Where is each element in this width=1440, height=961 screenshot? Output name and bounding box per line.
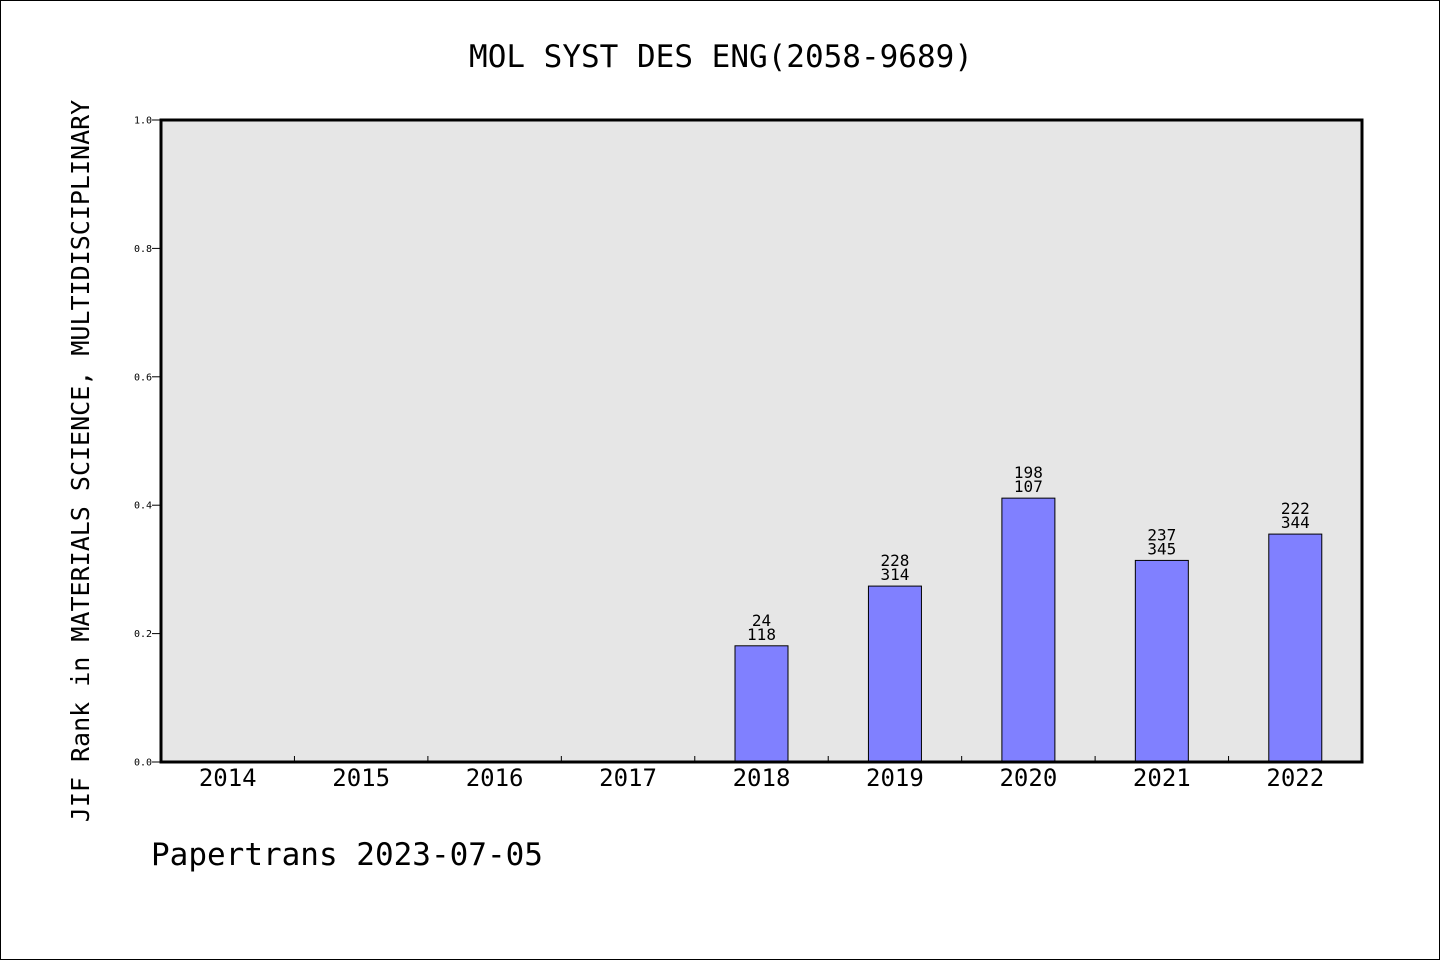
x-tick-label: 2017 xyxy=(599,764,657,792)
bars-group xyxy=(734,497,1323,763)
chart-title: MOL SYST DES ENG(2058-9689) xyxy=(469,39,973,75)
bar-label-rank: 222 xyxy=(1281,499,1310,518)
bar-label-rank: 228 xyxy=(880,551,909,570)
bar xyxy=(1134,559,1189,763)
y-tick-label: 1.0 xyxy=(134,116,152,127)
y-tick-label: 0.0 xyxy=(134,758,152,769)
x-tick-label: 2018 xyxy=(733,764,791,792)
x-tick-label: 2022 xyxy=(1266,764,1324,792)
plot-border xyxy=(159,118,1364,764)
bar-label-rank: 24 xyxy=(752,611,771,630)
y-axis-ticks: 0.0 0.2 0.4 0.6 0.8 1.0 xyxy=(134,116,161,769)
bar-label-total: 118 xyxy=(747,625,776,644)
bar xyxy=(1268,533,1323,763)
x-tick-label: 2016 xyxy=(466,764,524,792)
bar-label-total: 107 xyxy=(1014,477,1043,496)
y-tick-label: 0.8 xyxy=(134,244,152,255)
bar-label-total: 344 xyxy=(1281,513,1310,532)
x-tick-label: 2019 xyxy=(866,764,924,792)
bar-label-total: 345 xyxy=(1147,539,1176,558)
x-axis-labels: 2014 2015 2016 2017 2018 2019 2020 2021 2022 xyxy=(199,764,1324,792)
y-axis-label: JIF Rank in MATERIALS SCIENCE, MULTIDISC… xyxy=(66,100,95,822)
y-tick-label: 0.6 xyxy=(134,372,152,383)
x-tick-label: 2021 xyxy=(1133,764,1191,792)
bar xyxy=(867,585,922,763)
y-tick-label: 0.2 xyxy=(134,629,152,640)
x-tick-label: 2015 xyxy=(332,764,390,792)
y-tick-label: 0.4 xyxy=(134,501,152,512)
bar xyxy=(1001,497,1056,763)
bar-label-rank: 237 xyxy=(1147,525,1176,544)
footer-credit: Papertrans 2023-07-05 xyxy=(151,837,543,873)
x-tick-label: 2014 xyxy=(199,764,257,792)
bar xyxy=(734,645,789,763)
x-tick-label: 2020 xyxy=(999,764,1057,792)
bar-label-total: 314 xyxy=(880,565,909,584)
bar-label-rank: 198 xyxy=(1014,463,1043,482)
